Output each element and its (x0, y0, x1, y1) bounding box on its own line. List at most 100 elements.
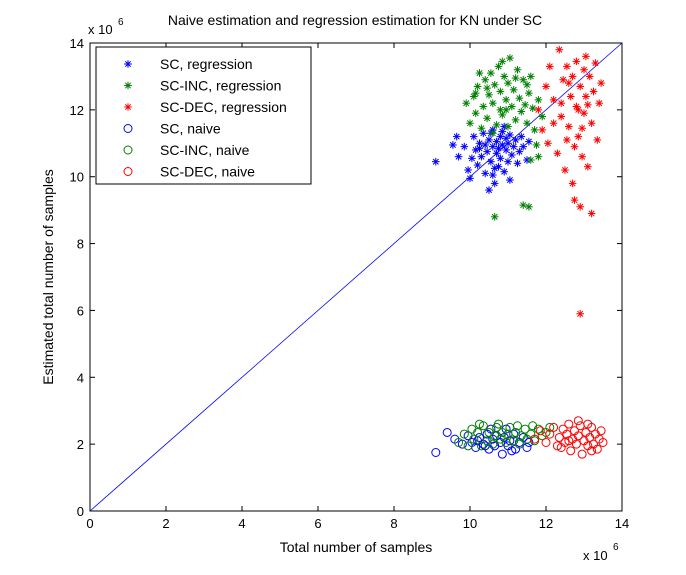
data-point (566, 92, 575, 101)
data-point (562, 429, 572, 439)
data-point (476, 441, 486, 451)
legend-entry: SC-DEC, naive (160, 164, 255, 180)
data-point (496, 154, 505, 163)
x-exponent-base: x 10 (583, 548, 608, 563)
data-point (535, 426, 545, 436)
data-point (475, 69, 484, 77)
data-point (566, 446, 576, 456)
legend-marker (123, 145, 133, 155)
data-points (431, 45, 608, 459)
data-point (469, 434, 479, 444)
x-axis-label: Total number of samples (280, 539, 433, 555)
data-point (517, 107, 526, 116)
data-point (485, 186, 493, 194)
data-point (454, 152, 463, 161)
data-point (573, 431, 583, 441)
data-point (487, 157, 495, 166)
series-5 (530, 416, 608, 459)
data-point (468, 154, 476, 163)
y-tick-label: 0 (77, 504, 84, 519)
data-point (519, 201, 527, 209)
y-tick-label: 8 (77, 237, 84, 252)
data-point (525, 137, 533, 146)
data-point (582, 52, 590, 61)
data-point (527, 156, 535, 164)
data-point (464, 166, 472, 174)
data-point (471, 89, 480, 97)
data-point (489, 171, 497, 179)
data-point (525, 89, 533, 97)
data-point (521, 101, 529, 109)
data-point (549, 96, 558, 104)
data-point (513, 65, 522, 74)
y-tick-label: 6 (77, 303, 84, 318)
data-point (488, 439, 498, 449)
data-point (556, 442, 566, 452)
data-point (584, 162, 592, 171)
data-point (492, 137, 501, 146)
data-point (555, 45, 564, 54)
x-tick-label: 12 (539, 516, 553, 531)
data-point (477, 152, 486, 161)
data-point (483, 147, 491, 156)
data-point (538, 112, 546, 121)
data-point (473, 82, 482, 91)
reference-line (89, 42, 623, 512)
x-tick-label: 14 (615, 516, 629, 531)
legend-entry: SC, regression (160, 56, 253, 72)
data-point (459, 429, 469, 439)
data-point (483, 114, 491, 123)
series-2 (534, 45, 605, 318)
data-point (538, 126, 546, 134)
data-point (497, 427, 507, 437)
data-point (473, 427, 483, 437)
data-point (483, 84, 491, 92)
data-point (498, 141, 507, 149)
data-point (528, 421, 538, 431)
data-point (473, 161, 482, 169)
data-point (557, 99, 565, 107)
legend-entry: SC, naive (160, 121, 221, 137)
data-point (532, 141, 541, 149)
legend-marker (124, 60, 132, 68)
y-tick-label: 12 (70, 103, 84, 118)
y-exponent-base: x 10 (88, 22, 113, 37)
data-point (527, 72, 535, 81)
data-point (565, 122, 573, 131)
data-point (530, 434, 540, 444)
data-point (515, 147, 524, 156)
data-point (475, 419, 484, 429)
data-point (578, 152, 586, 161)
data-point (490, 164, 499, 173)
data-point (534, 106, 543, 114)
x-tick-label: 0 (86, 516, 93, 531)
data-point (528, 104, 537, 112)
data-point (585, 72, 594, 81)
data-point (442, 427, 452, 437)
data-point (592, 444, 602, 454)
data-point (449, 141, 457, 149)
data-point (431, 448, 441, 457)
x-tick-label: 4 (238, 516, 245, 531)
legend-marker (124, 103, 132, 111)
data-point (563, 136, 571, 144)
data-point (593, 136, 602, 144)
data-point (504, 157, 512, 166)
data-point (509, 86, 518, 94)
data-point (509, 142, 518, 151)
data-point (523, 119, 531, 128)
data-point (595, 99, 603, 107)
data-point (498, 127, 507, 136)
data-point (508, 151, 516, 159)
data-point (492, 121, 501, 129)
data-point (502, 146, 510, 154)
data-point (479, 102, 488, 111)
data-point (485, 91, 493, 99)
legend-marker (123, 124, 133, 133)
x-tick-labels: 0 2 4 6 8 10 12 14 (86, 516, 629, 531)
data-point (477, 124, 486, 133)
x-tick-label: 10 (463, 516, 477, 531)
series-0 (432, 122, 533, 194)
data-point (559, 75, 567, 84)
